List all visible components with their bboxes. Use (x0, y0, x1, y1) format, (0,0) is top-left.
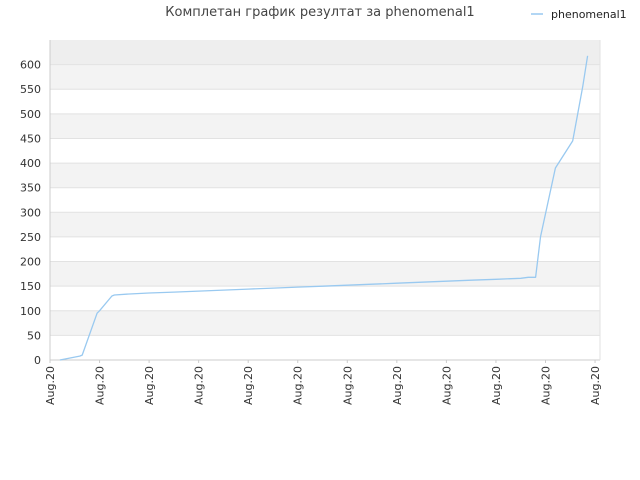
chart-title: Комплетан график резултат за phenomenal1 (165, 5, 474, 20)
y-tick-label: 0 (34, 354, 41, 367)
y-tick-label: 550 (20, 83, 41, 96)
y-tick-label: 250 (20, 231, 41, 244)
x-tick-label: Aug.20 (94, 366, 107, 405)
plot-band (50, 236, 600, 262)
x-tick-label: Aug.20 (292, 366, 305, 405)
plot-band (50, 163, 600, 188)
x-tick-label: Aug.20 (391, 366, 404, 405)
x-tick-label: Aug.20 (589, 366, 602, 405)
y-tick-label: 200 (20, 256, 41, 269)
plot-band (50, 286, 600, 311)
x-tick-labels: Aug.20 Aug.20 Aug.20 Aug.20 Aug.20 Aug.20 Aug.… (44, 366, 602, 405)
plot-band (50, 138, 600, 164)
y-tick-label: 350 (20, 182, 41, 195)
plot-band (50, 113, 600, 139)
x-tick-label: Aug.20 (193, 366, 206, 405)
legend: phenomenal1 (531, 8, 627, 21)
plot-band (50, 89, 600, 114)
y-tick-label: 100 (20, 305, 41, 318)
y-tick-label: 150 (20, 280, 41, 293)
y-tick-label: 50 (27, 329, 41, 342)
y-tick-labels: 0 50 100 150 200 250 300 350 400 450 500 550 600 (20, 59, 41, 367)
series-layer (59, 55, 589, 361)
x-tick-label: Aug.20 (539, 366, 552, 405)
y-tick-label: 400 (20, 157, 41, 170)
plot-band (50, 212, 600, 237)
x-tick-label: Aug.20 (143, 366, 156, 405)
plot-band (50, 64, 600, 90)
plot-band (50, 310, 600, 336)
plot-band (50, 261, 600, 287)
y-tick-label: 450 (20, 132, 41, 145)
series-line-phenomenal1 (59, 55, 589, 361)
x-tick-label: Aug.20 (341, 366, 354, 405)
plot-bands (50, 40, 600, 360)
x-tick-label: Aug.20 (44, 366, 57, 405)
plot-band (50, 40, 600, 65)
x-tick-label: Aug.20 (242, 366, 255, 405)
x-tick-label: Aug.20 (490, 366, 503, 405)
axes (49, 40, 601, 363)
x-tick-label: Aug.20 (440, 366, 453, 405)
y-tick-label: 600 (20, 59, 41, 72)
plot-band (50, 335, 600, 360)
y-tick-label: 500 (20, 108, 41, 121)
y-tick-label: 300 (20, 206, 41, 219)
plot-band (50, 187, 600, 213)
legend-label: phenomenal1 (551, 8, 627, 21)
